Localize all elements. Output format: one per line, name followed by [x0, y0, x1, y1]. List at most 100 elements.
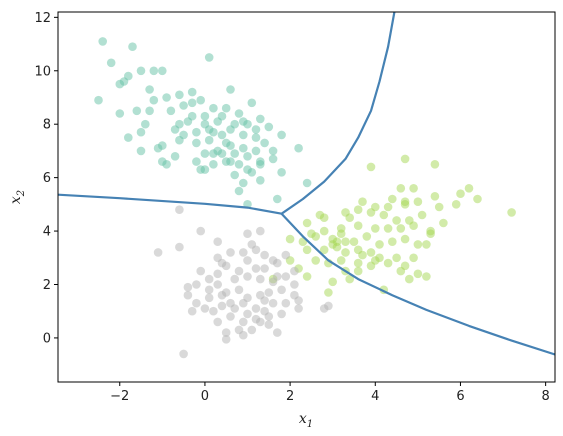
y-tick-label: 8: [43, 118, 51, 133]
data-point: [141, 119, 150, 129]
data-point: [273, 194, 282, 204]
data-point: [353, 221, 363, 230]
data-point: [230, 170, 239, 180]
decision-boundary-line: [280, 212, 555, 356]
data-point: [413, 240, 423, 249]
data-point: [345, 213, 355, 222]
data-point: [268, 154, 278, 164]
data-point: [260, 250, 269, 260]
data-point: [251, 304, 261, 313]
data-point: [255, 176, 265, 185]
x-tick-label: 2: [286, 389, 294, 404]
x-axis-ticks: −2 0 2 4 6 8: [110, 382, 550, 404]
x-tick-label: 8: [541, 389, 549, 404]
data-point: [106, 58, 116, 68]
data-point: [217, 130, 227, 140]
data-point: [422, 272, 431, 281]
data-point: [319, 226, 329, 236]
data-point: [209, 306, 218, 316]
data-point: [234, 285, 244, 295]
data-point: [281, 250, 291, 260]
data-point: [251, 133, 261, 142]
data-point: [366, 208, 376, 217]
data-point: [179, 101, 188, 110]
data-point: [221, 328, 231, 337]
data-point: [255, 317, 265, 327]
data-point: [349, 237, 359, 246]
data-point: [307, 229, 316, 238]
data-point: [400, 200, 410, 209]
data-point: [388, 194, 397, 204]
data-point: [379, 210, 389, 220]
data-point: [200, 165, 210, 174]
data-point: [324, 301, 333, 311]
data-point: [136, 127, 146, 137]
data-point: [439, 218, 448, 228]
data-point: [226, 85, 235, 94]
data-point: [243, 309, 252, 319]
data-point: [430, 160, 440, 169]
x-tick-label: 0: [201, 389, 209, 404]
data-point: [451, 200, 461, 209]
y-tick-label: 2: [43, 278, 51, 293]
data-point: [124, 133, 133, 142]
decision-boundary-layer: [58, 12, 555, 356]
data-point: [175, 242, 184, 252]
data-point: [255, 157, 265, 166]
data-point: [473, 194, 482, 204]
data-point: [302, 218, 312, 228]
data-point: [362, 232, 372, 241]
data-point: [243, 229, 252, 238]
data-point: [294, 296, 303, 305]
data-point: [413, 197, 423, 206]
data-point: [277, 309, 286, 319]
data-point: [285, 234, 295, 244]
data-point: [277, 168, 286, 177]
data-point: [217, 258, 227, 268]
data-point: [273, 272, 282, 281]
data-point: [234, 160, 244, 169]
data-point: [217, 290, 227, 300]
data-point: [239, 130, 248, 140]
data-point: [341, 248, 350, 257]
y-axis-ticks: 0 2 4 6 8 10 12: [34, 11, 58, 346]
data-point: [273, 328, 282, 337]
data-point: [175, 90, 184, 100]
data-point: [247, 240, 257, 249]
data-point: [426, 229, 435, 238]
data-point: [260, 264, 269, 273]
data-point: [175, 205, 184, 214]
data-point: [328, 240, 338, 249]
data-point: [196, 95, 205, 105]
data-point: [192, 138, 201, 148]
data-point: [226, 157, 235, 166]
data-point: [204, 285, 214, 295]
data-point: [158, 66, 167, 76]
data-point: [217, 111, 227, 121]
data-point: [119, 77, 129, 86]
data-point: [268, 256, 278, 265]
data-point: [170, 152, 180, 161]
data-point: [132, 106, 142, 116]
x-tick-label: −2: [110, 389, 129, 404]
data-point: [234, 266, 244, 276]
data-point: [383, 224, 393, 233]
data-point: [409, 221, 418, 230]
data-point: [353, 258, 363, 268]
data-point: [290, 266, 299, 276]
data-point: [179, 349, 188, 359]
data-point: [204, 135, 214, 145]
data-point: [319, 213, 329, 222]
points-layer: [94, 37, 516, 359]
data-point: [336, 224, 346, 233]
data-point: [209, 149, 218, 158]
data-point: [239, 117, 248, 126]
data-point: [183, 290, 193, 300]
x-tick-label: 4: [371, 389, 379, 404]
data-point: [239, 317, 248, 327]
data-point: [396, 184, 406, 193]
data-point: [388, 237, 397, 246]
data-point: [260, 296, 269, 305]
data-point: [255, 226, 265, 236]
